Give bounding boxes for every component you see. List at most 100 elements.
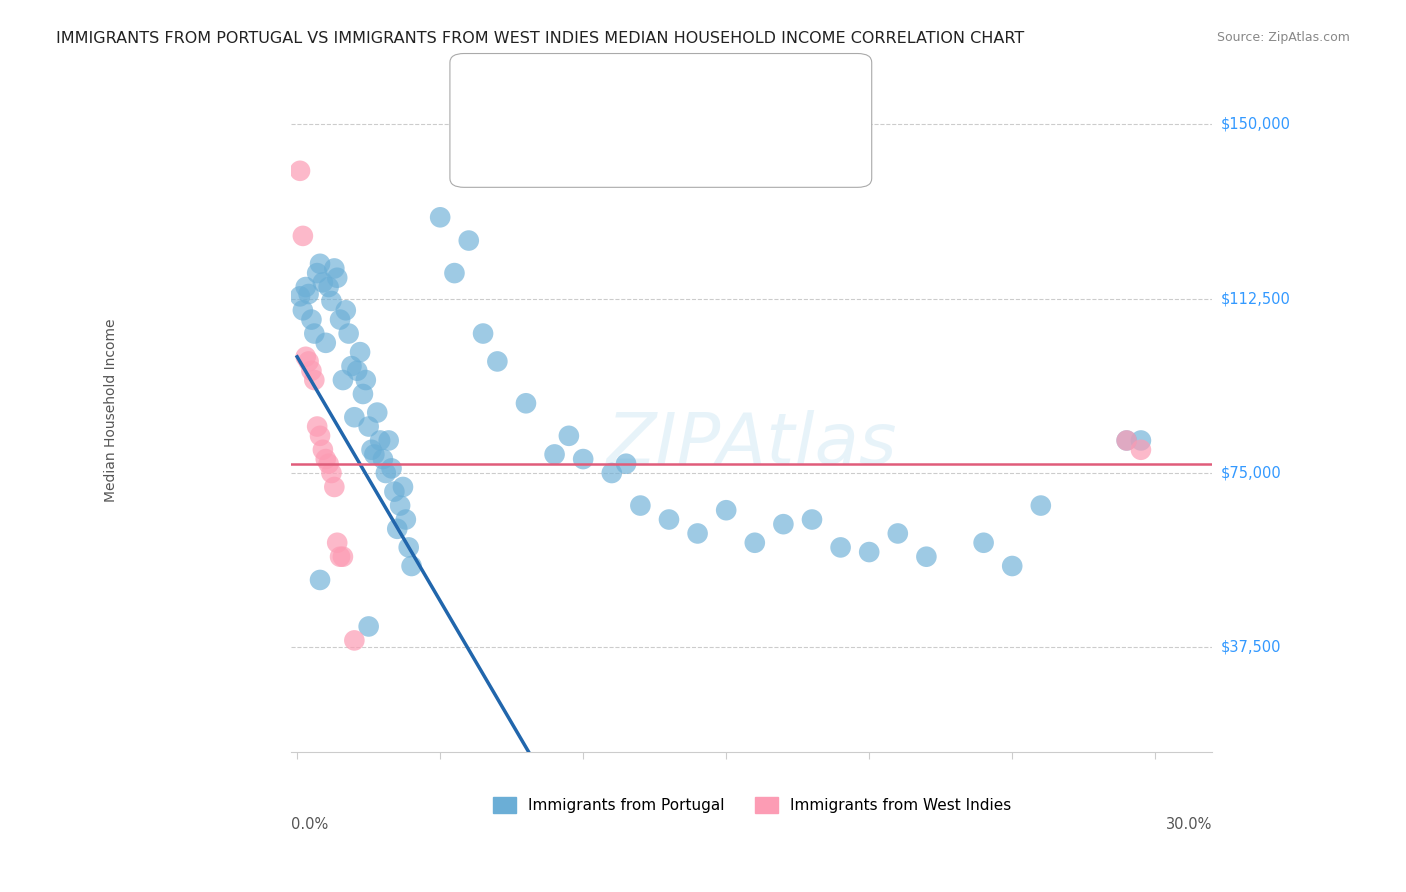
Text: ■: ■ (485, 116, 503, 135)
Point (600, 466, 623, 480)
Point (1029, 499, 1052, 513)
Text: 0.0%: 0.0% (291, 817, 329, 832)
Point (291, 228, 314, 243)
Point (312, 442, 335, 457)
Point (772, 517, 794, 532)
Point (384, 484, 406, 499)
Point (343, 410, 366, 425)
Point (318, 280, 340, 294)
Point (686, 526, 709, 541)
Point (366, 406, 388, 420)
Point (714, 503, 737, 517)
Point (332, 373, 354, 387)
Point (395, 512, 418, 526)
Point (309, 573, 332, 587)
Text: ■: ■ (485, 77, 503, 95)
Text: ZIPAtlas: ZIPAtlas (606, 410, 897, 479)
Point (301, 312, 323, 326)
Point (343, 633, 366, 648)
Point (357, 619, 380, 633)
Legend: Immigrants from Portugal, Immigrants from West Indies: Immigrants from Portugal, Immigrants fro… (486, 791, 1018, 820)
Point (801, 512, 824, 526)
Point (307, 266, 329, 280)
Point (429, 211, 451, 225)
Point (349, 345, 371, 359)
Point (1129, 434, 1152, 448)
Text: $112,500: $112,500 (1220, 291, 1291, 306)
Point (297, 287, 319, 301)
Text: Source: ZipAtlas.com: Source: ZipAtlas.com (1216, 31, 1350, 45)
Point (472, 326, 495, 341)
Point (368, 434, 391, 448)
Point (558, 429, 581, 443)
Point (360, 442, 382, 457)
Point (973, 535, 995, 549)
Point (377, 434, 399, 448)
Point (307, 419, 329, 434)
Point (543, 447, 565, 461)
Text: IMMIGRANTS FROM PORTUGAL VS IMMIGRANTS FROM WEST INDIES MEDIAN HOUSEHOLD INCOME : IMMIGRANTS FROM PORTUGAL VS IMMIGRANTS F… (56, 31, 1025, 46)
Point (858, 545, 880, 559)
Text: Median Household Income: Median Household Income (104, 318, 118, 502)
Point (321, 466, 343, 480)
Point (744, 535, 766, 549)
Point (658, 512, 681, 526)
Point (354, 373, 377, 387)
Point (329, 312, 352, 326)
Point (346, 364, 368, 378)
Point (312, 276, 335, 290)
Point (374, 466, 396, 480)
Point (572, 452, 595, 467)
Point (294, 350, 316, 364)
Text: $37,500: $37,500 (1220, 640, 1281, 655)
Point (357, 419, 380, 434)
Point (387, 522, 409, 536)
Text: R = -0.014   N = 19: R = -0.014 N = 19 (510, 117, 654, 131)
Point (315, 335, 337, 350)
Text: $75,000: $75,000 (1220, 466, 1282, 481)
Point (392, 480, 415, 494)
Point (294, 280, 316, 294)
Point (323, 261, 346, 276)
Point (443, 266, 465, 280)
Point (318, 457, 340, 471)
Point (340, 359, 363, 373)
Point (304, 373, 326, 387)
Text: 30.0%: 30.0% (1166, 817, 1212, 832)
Point (288, 163, 311, 178)
Point (337, 326, 360, 341)
Point (335, 303, 357, 318)
Point (323, 480, 346, 494)
Point (321, 293, 343, 308)
Point (288, 289, 311, 303)
Point (380, 461, 402, 475)
Text: R = -0.345   N = 69: R = -0.345 N = 69 (510, 78, 654, 92)
Point (1115, 434, 1137, 448)
Point (389, 499, 412, 513)
Point (297, 354, 319, 368)
Point (486, 354, 509, 368)
Point (301, 364, 323, 378)
Point (309, 257, 332, 271)
Point (457, 234, 479, 248)
Point (309, 429, 332, 443)
Point (887, 526, 910, 541)
Point (304, 326, 326, 341)
Text: $150,000: $150,000 (1220, 117, 1291, 132)
Point (614, 457, 637, 471)
Point (1129, 442, 1152, 457)
Point (352, 387, 374, 401)
Point (515, 396, 537, 410)
Point (326, 270, 349, 285)
Point (398, 541, 420, 555)
Point (401, 559, 423, 574)
Point (291, 303, 314, 318)
Point (326, 535, 349, 549)
Point (1001, 559, 1024, 574)
Point (315, 452, 337, 467)
Point (1115, 434, 1137, 448)
Point (915, 549, 938, 564)
Point (830, 541, 852, 555)
Point (332, 549, 354, 564)
Point (628, 499, 651, 513)
